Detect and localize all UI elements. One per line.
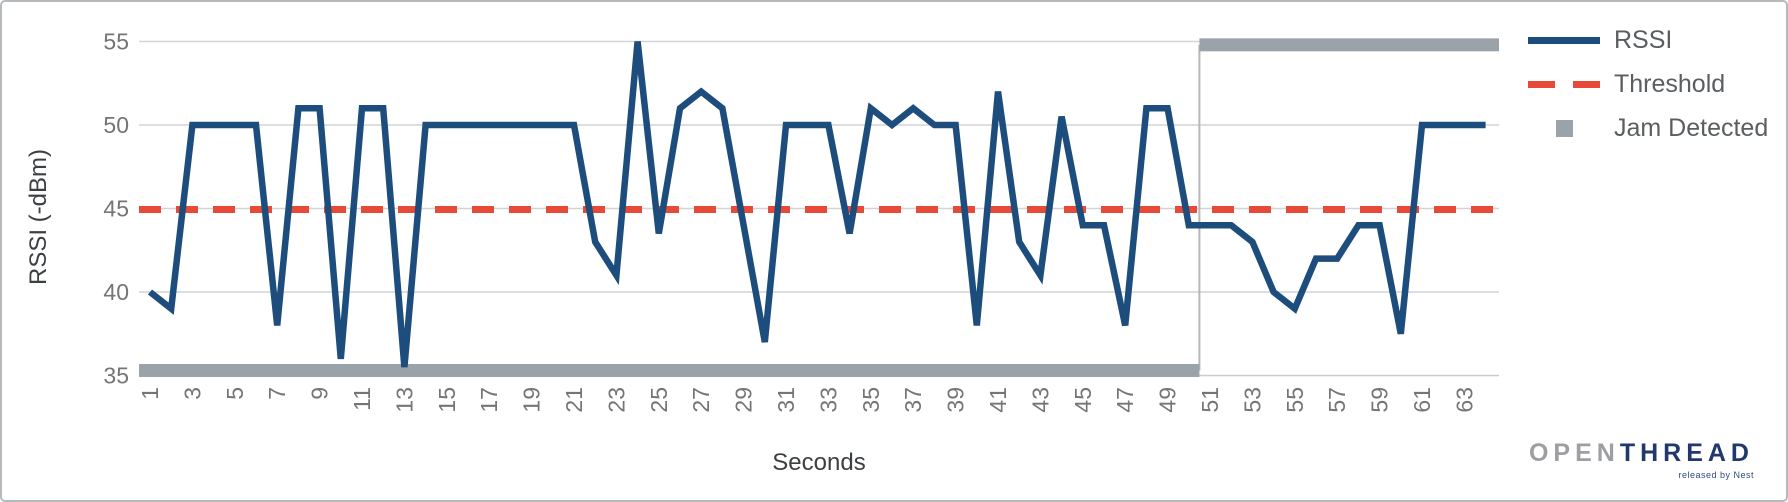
x-tick-label: 63 <box>1451 387 1477 413</box>
jam-square-swatch-icon <box>1528 119 1600 137</box>
y-tick-label: 50 <box>103 112 129 138</box>
x-tick-label: 23 <box>603 387 629 413</box>
y-tick-label: 40 <box>103 279 129 305</box>
legend-label-rssi: RSSI <box>1614 25 1673 54</box>
x-tick-label: 57 <box>1324 387 1350 413</box>
rssi-line <box>147 41 1486 368</box>
y-tick-label: 35 <box>103 363 129 389</box>
openthread-logo: OPENTHREAD released by Nest <box>1529 439 1754 480</box>
legend: RSSI Threshold Jam Detected <box>1528 26 1768 142</box>
openthread-wordmark: OPENTHREAD <box>1529 439 1754 468</box>
x-tick-label: 5 <box>222 387 248 400</box>
x-axis-title: Seconds <box>772 449 866 476</box>
x-tick-label: 41 <box>985 387 1011 413</box>
x-tick-label: 61 <box>1409 387 1435 413</box>
x-tick-label: 39 <box>943 387 969 413</box>
x-tick-label: 27 <box>688 387 714 413</box>
logo-tagline: released by Nest <box>1678 470 1754 480</box>
x-tick-label: 33 <box>815 387 841 413</box>
x-tick-label: 51 <box>1197 387 1223 413</box>
legend-item-jam: Jam Detected <box>1528 114 1768 142</box>
x-tick-label: 19 <box>519 387 545 413</box>
x-tick-label: 55 <box>1282 387 1308 413</box>
logo-thread-text: THREAD <box>1619 439 1754 467</box>
x-tick-label: 37 <box>900 387 926 413</box>
x-tick-label: 45 <box>1070 387 1096 413</box>
x-tick-label: 43 <box>1027 387 1053 413</box>
legend-item-rssi: RSSI <box>1528 26 1768 54</box>
x-tick-label: 13 <box>391 387 417 413</box>
legend-label-threshold: Threshold <box>1614 69 1726 98</box>
x-tick-label: 11 <box>349 387 375 411</box>
x-tick-label: 1 <box>137 387 163 400</box>
jam-bar-low <box>139 363 1200 377</box>
jam-bar-high <box>1199 38 1499 52</box>
x-tick-label: 35 <box>858 387 884 413</box>
legend-item-threshold: Threshold <box>1528 70 1768 98</box>
x-tick-label: 15 <box>434 387 460 413</box>
x-tick-label: 9 <box>307 387 333 400</box>
rssi-line-swatch-icon <box>1528 36 1600 44</box>
x-tick-label: 25 <box>646 387 672 413</box>
x-tick-label: 21 <box>561 387 587 413</box>
y-axis-title: RSSI (-dBm) <box>25 148 52 286</box>
x-tick-label: 3 <box>179 387 205 400</box>
legend-label-jam: Jam Detected <box>1614 113 1769 142</box>
x-tick-label: 53 <box>1239 387 1265 413</box>
x-tick-label: 49 <box>1155 387 1181 413</box>
x-tick-label: 7 <box>264 387 290 400</box>
x-tick-label: 59 <box>1367 387 1393 413</box>
x-tick-label: 29 <box>731 387 757 413</box>
logo-open-text: OPEN <box>1528 439 1620 467</box>
threshold-dash-swatch-icon <box>1528 80 1600 88</box>
x-tick-label: 17 <box>476 387 502 413</box>
y-tick-label: 55 <box>103 29 129 55</box>
x-tick-label: 47 <box>1112 387 1138 413</box>
x-tick-label: 31 <box>773 387 799 413</box>
y-tick-label: 45 <box>103 196 129 222</box>
